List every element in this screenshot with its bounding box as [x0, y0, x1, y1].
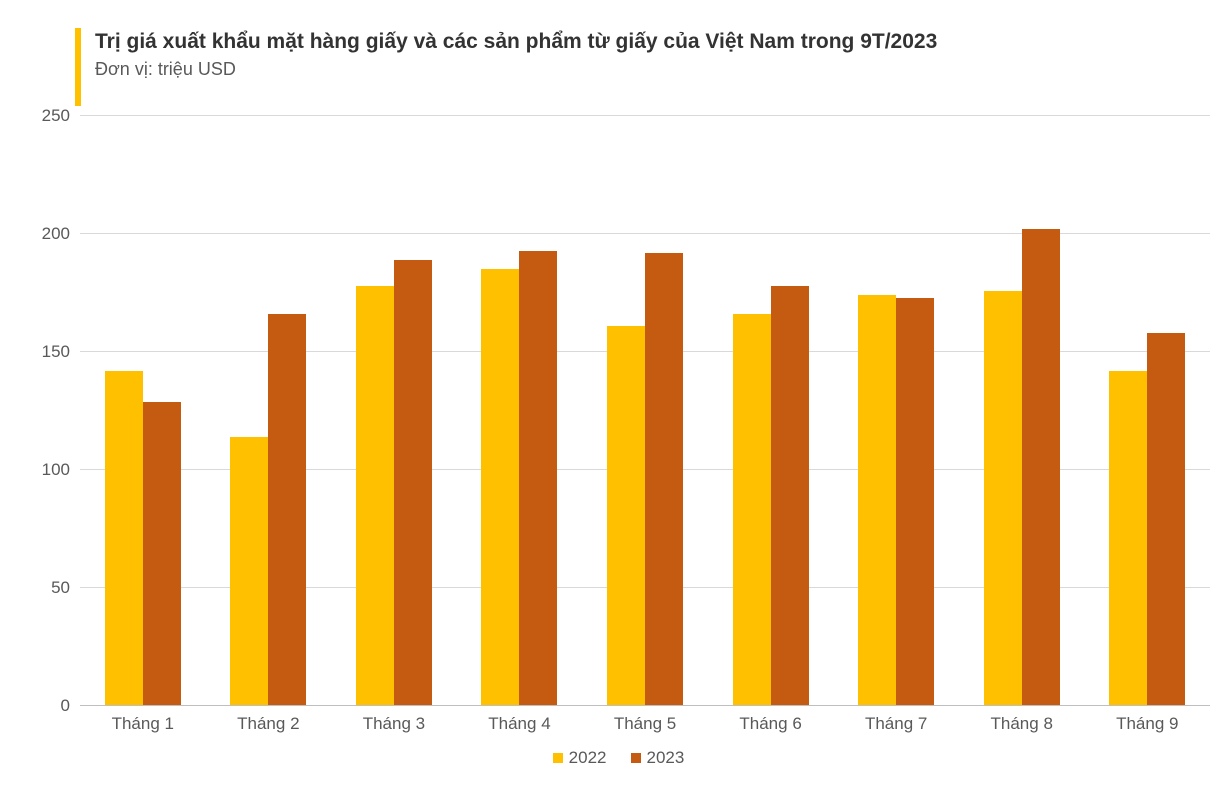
x-tick-label: Tháng 6 — [708, 714, 834, 734]
title-accent-bar — [75, 28, 81, 106]
legend-label: 2023 — [647, 748, 685, 768]
legend-item: 2022 — [553, 748, 607, 768]
bar — [984, 291, 1022, 706]
bar — [1147, 333, 1185, 706]
x-tick-label: Tháng 5 — [582, 714, 708, 734]
category-group — [1085, 116, 1211, 706]
bar — [394, 260, 432, 706]
chart-container: Trị giá xuất khẩu mặt hàng giấy và các s… — [0, 0, 1227, 805]
category-group — [833, 116, 959, 706]
y-tick-label: 50 — [51, 578, 70, 598]
legend: 2022 2023 — [30, 748, 1207, 768]
bar — [143, 402, 181, 706]
x-tick-label: Tháng 2 — [206, 714, 332, 734]
legend-item: 2023 — [631, 748, 685, 768]
legend-swatch — [553, 753, 563, 763]
title-block: Trị giá xuất khẩu mặt hàng giấy và các s… — [75, 28, 1207, 106]
category-group — [331, 116, 457, 706]
chart-title: Trị giá xuất khẩu mặt hàng giấy và các s… — [95, 28, 937, 55]
x-tick-label: Tháng 7 — [833, 714, 959, 734]
bar — [858, 295, 896, 706]
bar — [896, 298, 934, 706]
plot-area: 050100150200250 — [80, 116, 1210, 706]
bar — [645, 253, 683, 706]
x-tick-label: Tháng 8 — [959, 714, 1085, 734]
y-tick-label: 150 — [42, 342, 70, 362]
title-text-wrap: Trị giá xuất khẩu mặt hàng giấy và các s… — [95, 28, 937, 80]
y-tick-label: 0 — [61, 696, 70, 716]
bar — [607, 326, 645, 706]
bar — [733, 314, 771, 706]
y-tick-label: 100 — [42, 460, 70, 480]
x-tick-label: Tháng 1 — [80, 714, 206, 734]
category-group — [80, 116, 206, 706]
bar — [230, 437, 268, 706]
bar — [519, 251, 557, 706]
x-tick-label: Tháng 9 — [1085, 714, 1211, 734]
category-group — [959, 116, 1085, 706]
x-tick-label: Tháng 4 — [457, 714, 583, 734]
bar — [356, 286, 394, 706]
category-group — [206, 116, 332, 706]
chart-subtitle: Đơn vị: triệu USD — [95, 59, 937, 80]
bar — [1022, 229, 1060, 706]
y-tick-label: 200 — [42, 224, 70, 244]
category-group — [708, 116, 834, 706]
x-axis-labels: Tháng 1Tháng 2Tháng 3Tháng 4Tháng 5Tháng… — [80, 714, 1210, 734]
legend-label: 2022 — [569, 748, 607, 768]
x-tick-label: Tháng 3 — [331, 714, 457, 734]
bar — [268, 314, 306, 706]
bar — [481, 269, 519, 706]
category-group — [457, 116, 583, 706]
y-tick-label: 250 — [42, 106, 70, 126]
baseline — [80, 705, 1210, 706]
bar — [1109, 371, 1147, 706]
bar — [105, 371, 143, 706]
bars-layer — [80, 116, 1210, 706]
bar — [771, 286, 809, 706]
legend-swatch — [631, 753, 641, 763]
category-group — [582, 116, 708, 706]
